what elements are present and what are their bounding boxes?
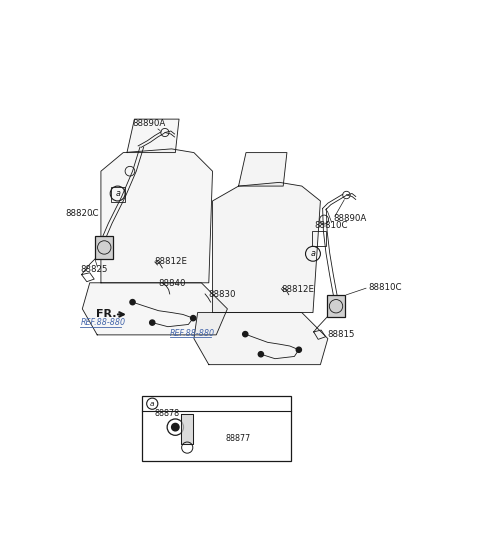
- Polygon shape: [213, 183, 321, 312]
- Text: 88815: 88815: [327, 330, 355, 339]
- Polygon shape: [239, 152, 287, 186]
- Text: FR.: FR.: [96, 310, 117, 319]
- Circle shape: [191, 315, 196, 321]
- Bar: [96, 236, 113, 259]
- Text: REF.88-880: REF.88-880: [170, 329, 215, 338]
- Polygon shape: [83, 283, 228, 335]
- Bar: [142, 395, 290, 461]
- Circle shape: [172, 423, 179, 431]
- Text: a: a: [115, 189, 120, 198]
- Circle shape: [243, 332, 248, 337]
- Text: 88877: 88877: [226, 434, 251, 443]
- Text: 88830: 88830: [209, 290, 236, 299]
- Circle shape: [258, 352, 264, 357]
- Text: a: a: [311, 249, 315, 258]
- Text: 88840: 88840: [158, 279, 186, 288]
- Bar: [327, 296, 345, 317]
- Text: 88878: 88878: [155, 409, 180, 418]
- Bar: [111, 187, 125, 202]
- Polygon shape: [194, 312, 328, 365]
- Polygon shape: [127, 119, 179, 152]
- Text: REF.88-880: REF.88-880: [81, 319, 126, 328]
- Text: 88812E: 88812E: [155, 256, 188, 266]
- Circle shape: [150, 320, 155, 325]
- Circle shape: [130, 300, 135, 305]
- Polygon shape: [181, 414, 193, 444]
- Text: 88810C: 88810C: [369, 283, 402, 292]
- Polygon shape: [101, 149, 213, 283]
- Text: 88890A: 88890A: [132, 119, 166, 128]
- Text: 88812E: 88812E: [281, 285, 314, 294]
- Text: a: a: [150, 401, 155, 407]
- Text: 88820C: 88820C: [66, 209, 99, 218]
- Text: 88810C: 88810C: [315, 221, 348, 230]
- Bar: [312, 231, 326, 246]
- Circle shape: [296, 347, 301, 352]
- Text: 88825: 88825: [81, 265, 108, 274]
- Text: 88890A: 88890A: [334, 214, 367, 223]
